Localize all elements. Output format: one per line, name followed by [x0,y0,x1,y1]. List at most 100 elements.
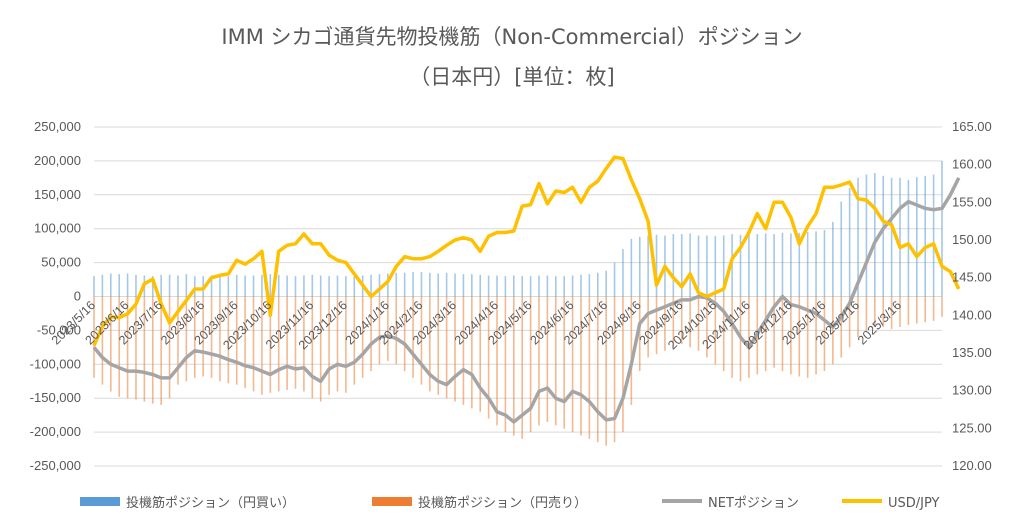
bar-buy [353,276,356,297]
bar-buy [865,174,868,297]
bar-buy [739,234,742,297]
bar-sell [521,296,523,439]
legend-item-buy: 投機筋ポジション（円買い） [80,495,295,511]
y-left-tick-label: -200,000 [30,424,81,439]
bar-buy [622,249,624,297]
net-position-line [92,177,961,424]
bar-buy [605,270,607,297]
bar-buy [328,276,330,297]
bar-sell [177,296,179,385]
bar-sell [848,296,851,348]
legend-label-net: NETポジション [708,496,799,511]
bar-buy [706,235,708,297]
bar-sell [160,296,162,405]
bar-sell [605,296,607,446]
bar-sell [219,296,221,382]
legend-label-sell: 投機筋ポジション（円売り） [418,495,587,511]
bar-buy [319,275,322,297]
bar-sell [680,296,683,344]
bar-sell [168,296,171,399]
bar-buy [613,262,616,297]
bar-buy [907,179,910,297]
bar-sell [126,296,129,399]
y-left-tick-label: -250,000 [30,458,81,473]
bar-sell [261,296,263,395]
bar-buy [773,234,775,297]
bar-buy [764,233,767,297]
chart-title: IMM シカゴ通貨先物投機筋（Non-Commercial）ポジション [221,25,802,49]
bar-sell [706,296,708,358]
bar-buy [596,272,599,297]
bar-sell [454,296,456,402]
bar-sell [294,296,297,389]
bar-sell [630,296,633,405]
bar-buy [815,231,817,297]
y-left-tick-label: 100,000 [34,221,81,236]
bar-buy [756,234,759,297]
legend-label-buy: 投機筋ポジション（円買い） [126,495,295,511]
bar-sell [286,296,288,391]
bar-buy [580,274,582,297]
y-right-tick-label: 155.00 [952,194,992,209]
bar-buy [932,174,935,297]
bar-buy [429,272,431,297]
bar-sell [479,296,482,412]
bar-sell [697,296,700,351]
y-right-tick-label: 145.00 [952,270,992,285]
bar-buy [916,177,918,297]
bar-sell [563,296,565,429]
legend-swatch-buy [80,497,120,506]
bar-sell [109,296,112,392]
bar-buy [504,276,507,297]
bar-buy [672,234,675,297]
bar-buy [471,274,473,297]
bar-buy [135,274,137,297]
bar-buy [874,173,876,297]
bar-sell [269,296,272,393]
bar-sell [580,296,582,436]
bar-buy [462,274,465,297]
bar-buy [513,275,515,297]
bar-buy [554,276,557,297]
bar-buy [277,274,280,297]
bar-buy [252,275,255,297]
bar-sell [622,296,624,433]
y-right-tick-label: 120.00 [952,458,992,473]
bar-buy [882,175,885,297]
bar-buy [395,272,398,297]
bar-sell [689,296,691,348]
bar-buy [722,235,725,297]
bar-sell [412,296,414,378]
y-left-tick-label: 200,000 [34,153,81,168]
y-left-tick-label: -100,000 [30,356,81,371]
y-right-tick-label: 150.00 [952,232,992,247]
bar-sell [554,296,557,426]
bar-sell [462,296,465,405]
bar-buy [294,276,297,297]
bar-sell [193,296,196,378]
bar-buy [546,275,549,297]
bar-buy [748,234,750,297]
bar-buy [655,234,658,297]
bar-sell [437,296,440,395]
bar-buy [269,274,272,297]
bar-buy [126,273,129,297]
bar-buy [420,272,423,297]
bar-sell [857,296,859,338]
y-left-tick-label: -50,000 [37,322,81,337]
bar-sell [907,296,910,325]
y-right-tick-label: 130.00 [952,383,992,398]
bar-buy [445,272,448,297]
bar-buy [177,275,179,297]
bar-buy [160,274,162,297]
bar-buy [571,275,574,297]
bar-sell [882,296,885,328]
bar-sell [210,296,213,378]
bar-buy [832,221,834,297]
bar-sell [840,296,843,358]
bar-buy [244,275,246,297]
bar-sell [899,296,901,328]
bar-sell [487,296,490,419]
bar-buy [857,177,859,297]
